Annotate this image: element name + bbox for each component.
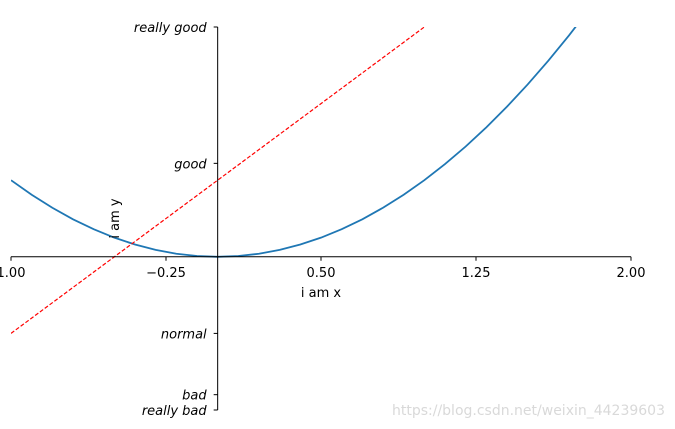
- x-tick-label: 1.00: [0, 266, 25, 281]
- y-tick-label: really bad: [142, 404, 208, 419]
- series-line-2: [11, 27, 425, 334]
- x-axis-ticks: 1.00 −0.25 0.50 1.25 2.00: [0, 256, 646, 281]
- x-tick-label: −0.25: [146, 266, 186, 281]
- y-tick-label: bad: [182, 389, 207, 404]
- plot-area: [11, 27, 577, 334]
- x-tick-label: 2.00: [617, 266, 646, 281]
- x-axis-label: i am x: [301, 286, 342, 301]
- y-tick-label: good: [174, 157, 207, 172]
- axes-spines: [11, 27, 631, 410]
- series-line-1: [11, 27, 577, 258]
- y-axis-label: i am y: [108, 198, 123, 239]
- y-tick-label: normal: [161, 327, 207, 342]
- x-tick-label: 1.25: [462, 266, 491, 281]
- watermark: https://blog.csdn.net/weixin_44239603: [391, 403, 665, 419]
- y-tick-label: really good: [134, 21, 208, 36]
- x-tick-label: 0.50: [307, 266, 336, 281]
